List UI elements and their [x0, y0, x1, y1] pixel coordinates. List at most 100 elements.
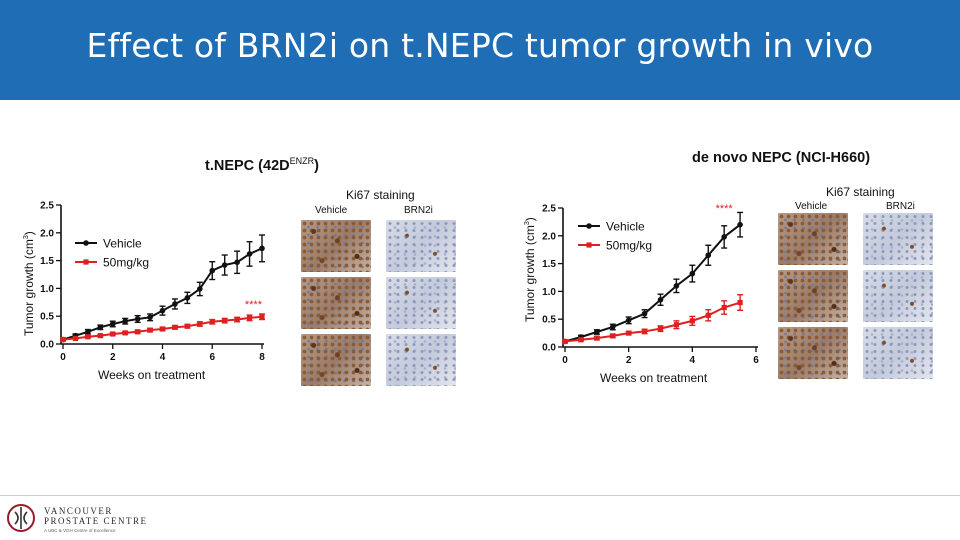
right-vehicle-point	[689, 270, 696, 277]
left-y-tick-label: 1.0	[40, 284, 54, 295]
right-y-tick-label: 1.5	[542, 259, 556, 270]
left-vehicle-point	[259, 245, 265, 252]
left-ki67-vehicle-image-2	[301, 277, 371, 329]
slide-header: Effect of BRN2i on t.NEPC tumor growth i…	[0, 0, 960, 100]
right-treated-point	[721, 304, 727, 311]
left-vehicle-point	[221, 262, 228, 268]
right-ki67-vehicle-image-2	[778, 270, 848, 322]
right-vehicle-point	[609, 324, 616, 330]
left-y-tick-label: 2.0	[40, 228, 54, 239]
right-vehicle-point	[657, 296, 664, 303]
right-treated-point	[657, 326, 664, 332]
left-vehicle-point	[197, 286, 203, 292]
left-treated-point	[159, 326, 166, 332]
left-x-tick-label: 6	[209, 352, 215, 363]
right-treated-point	[705, 312, 711, 318]
left-treated-point	[60, 336, 66, 343]
right-treated-point	[641, 328, 648, 335]
left-vehicle-point	[234, 259, 240, 266]
left-treated-point	[172, 324, 178, 330]
right-y-tick-label: 0.0	[542, 343, 556, 354]
right-treated-point	[594, 335, 600, 341]
left-significance-marker: ****	[245, 299, 263, 311]
right-vehicle-series-line	[564, 223, 741, 343]
left-treated-point	[135, 329, 141, 335]
right-x-tick-label: 4	[690, 355, 696, 366]
right-vehicle-point	[705, 252, 712, 259]
right-ki67-brn2i-image-2	[863, 270, 933, 322]
left-treated-point	[97, 333, 103, 339]
right-staining-title: Ki67 staining	[826, 185, 895, 199]
left-staining-title: Ki67 staining	[346, 188, 415, 202]
right-ki67-vehicle-image-1	[778, 213, 848, 265]
left-y-tick-label: 0.5	[40, 312, 54, 323]
left-panel-title-main: t.NEPC (42D	[205, 157, 290, 174]
right-vehicle-point	[594, 329, 600, 335]
right-legend-treated-marker	[586, 242, 592, 248]
left-treated-point	[234, 316, 240, 323]
left-vehicle-point	[134, 316, 141, 322]
vpc-logo-icon	[7, 504, 35, 532]
left-treated-point	[222, 318, 228, 324]
left-x-tick-label: 2	[110, 352, 116, 363]
left-treated-point	[246, 315, 253, 321]
left-panel-title: t.NEPC (42DENZR)	[205, 156, 319, 174]
right-significance-marker: ****	[716, 203, 734, 215]
left-vehicle-point	[246, 251, 253, 257]
left-legend-treated-marker	[83, 259, 89, 265]
left-vehicle-point	[159, 307, 166, 314]
left-treated-point	[209, 319, 215, 325]
left-vehicle-point	[109, 321, 116, 327]
left-x-tick-label: 4	[160, 352, 166, 363]
left-vehicle-point	[172, 301, 178, 307]
right-legend-vehicle-label: Vehicle	[606, 220, 645, 234]
right-y-tick-label: 0.5	[542, 315, 556, 326]
right-treated-point	[673, 322, 680, 328]
right-treated-point	[578, 337, 584, 343]
left-x-tick-label: 8	[259, 352, 265, 363]
right-treated-point	[689, 318, 695, 324]
left-legend-vehicle-label: Vehicle	[103, 237, 142, 251]
left-treated-point	[85, 334, 91, 340]
right-vehicle-point	[673, 283, 680, 289]
left-legend-vehicle-marker	[83, 240, 89, 246]
right-x-tick-label: 0	[562, 355, 568, 366]
left-y-tick-label: 1.5	[40, 256, 54, 267]
footer-divider	[0, 495, 960, 496]
logo-line2: PROSTATE CENTRE	[44, 516, 148, 526]
left-staining-col-brn2i: BRN2i	[404, 205, 433, 216]
left-x-axis-label: Weeks on treatment	[98, 368, 206, 382]
left-vehicle-point	[147, 314, 153, 321]
right-treated-series-line	[564, 301, 741, 343]
right-treated-point	[562, 338, 568, 345]
left-ki67-vehicle-image-1	[301, 220, 371, 272]
right-y-tick-label: 2.0	[542, 231, 556, 242]
left-ki67-vehicle-image-3	[301, 334, 371, 386]
left-vehicle-point	[209, 267, 216, 274]
right-y-tick-label: 1.0	[542, 287, 556, 298]
right-panel-title: de novo NEPC (NCI-H660)	[692, 150, 871, 166]
right-staining-col-brn2i: BRN2i	[886, 201, 915, 212]
left-legend-treated-label: 50mg/kg	[103, 256, 149, 270]
left-panel-title-sup: ENZR	[289, 156, 315, 166]
right-x-axis-label: Weeks on treatment	[600, 371, 708, 385]
right-staining-col-vehicle: Vehicle	[795, 201, 828, 212]
logo-line1: VANCOUVER	[44, 506, 113, 516]
slide-title: Effect of BRN2i on t.NEPC tumor growth i…	[86, 26, 874, 65]
left-ki67-brn2i-image-1	[386, 220, 456, 272]
left-staining-col-vehicle: Vehicle	[315, 205, 348, 216]
left-treated-point	[110, 331, 116, 337]
left-vehicle-point	[85, 328, 91, 335]
left-panel-title-close: )	[314, 157, 319, 174]
left-vehicle-point	[122, 318, 128, 325]
left-ki67-brn2i-image-3	[386, 334, 456, 386]
left-treated-point	[197, 321, 203, 327]
right-treated-point	[610, 333, 616, 339]
right-legend-treated-label: 50mg/kg	[606, 239, 652, 253]
right-treated-point	[737, 299, 743, 306]
left-x-tick-label: 0	[60, 352, 66, 363]
right-legend-vehicle-marker	[586, 223, 592, 229]
left-treated-point	[122, 330, 128, 336]
